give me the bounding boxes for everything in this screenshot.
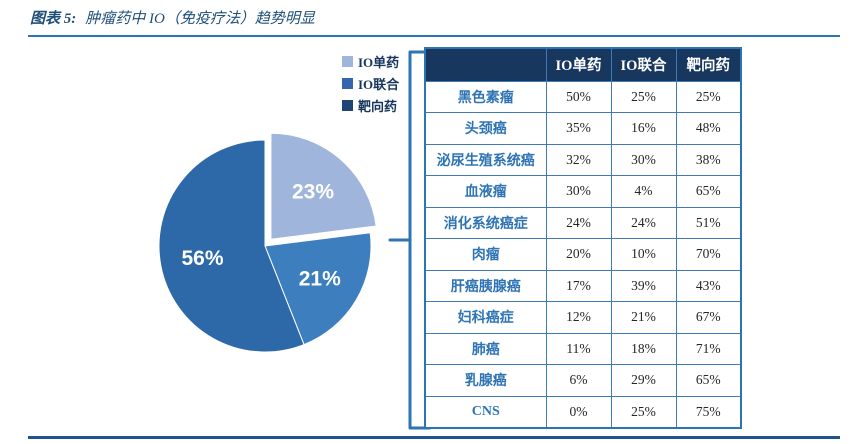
legend-item-IO联合: IO联合: [342, 74, 399, 93]
row-label: 消化系统癌症: [424, 206, 547, 239]
cell-value: 50%: [545, 80, 612, 113]
pie-legend: IO单药 IO联合靶向药: [342, 52, 399, 115]
cell-value: 18%: [610, 332, 677, 365]
cell-value: 24%: [545, 206, 612, 239]
legend-item-靶向药: 靶向药: [342, 96, 399, 115]
cell-value: 51%: [675, 206, 742, 239]
cell-value: 25%: [610, 395, 677, 428]
table-col-header: 靶向药: [675, 47, 742, 82]
table-row: 妇科癌症 12% 21% 67%: [424, 301, 742, 334]
legend-item-IO单药: IO单药: [342, 52, 399, 71]
figure-caption-label: 图表 5:: [30, 11, 77, 27]
cell-value: 16%: [610, 112, 677, 145]
table-header-row: IO单药 IO联合 靶向药: [424, 47, 742, 82]
cell-value: 48%: [675, 112, 742, 145]
cell-value: 24%: [610, 206, 677, 239]
legend-swatch-icon: [342, 78, 353, 89]
legend-label: IO单药: [358, 55, 400, 70]
legend-swatch-icon: [342, 100, 353, 111]
cell-value: 65%: [675, 364, 742, 397]
cell-value: 43%: [675, 269, 742, 302]
table-col-header: IO单药: [545, 47, 612, 82]
table-body: 黑色素瘤 50% 25% 25% 头颈癌 35% 16% 48% 泌尿生殖系统癌 32% 30% 38…: [424, 80, 742, 428]
table-row: 头颈癌 35% 16% 48%: [424, 112, 742, 145]
cell-value: 30%: [545, 175, 612, 208]
cell-value: 25%: [675, 80, 742, 113]
cell-value: 30%: [610, 143, 677, 176]
row-label: 血液瘤: [424, 175, 547, 208]
cell-value: 4%: [610, 175, 677, 208]
cell-value: 0%: [545, 395, 612, 428]
legend-swatch-icon: [342, 56, 353, 67]
table-row: CNS 0% 25% 75%: [424, 395, 742, 428]
row-label: 头颈癌: [424, 112, 547, 145]
pie-chart: 23% 21% 56%: [158, 132, 377, 353]
pie-data-label-IO单药: 23%: [292, 181, 334, 204]
row-label: 肺癌: [424, 332, 547, 365]
pie-slice-IO联合: [264, 232, 372, 346]
bracket-connector: [388, 50, 432, 430]
cell-value: 25%: [610, 80, 677, 113]
cell-value: 10%: [610, 238, 677, 271]
cell-value: 71%: [675, 332, 742, 365]
table-row: 肝癌胰腺癌 17% 39% 43%: [424, 269, 742, 302]
row-label: 肝癌胰腺癌: [424, 269, 547, 302]
cell-value: 32%: [545, 143, 612, 176]
bottom-rule: [28, 436, 840, 439]
cell-value: 75%: [675, 395, 742, 428]
row-label: 黑色素瘤: [424, 80, 547, 113]
cell-value: 65%: [675, 175, 742, 208]
cell-value: 67%: [675, 301, 742, 334]
table-row: 泌尿生殖系统癌 32% 30% 38%: [424, 143, 742, 176]
cell-value: 11%: [545, 332, 612, 365]
cell-value: 20%: [545, 238, 612, 271]
cell-value: 29%: [610, 364, 677, 397]
cell-value: 35%: [545, 112, 612, 145]
legend-label: IO联合: [358, 77, 400, 92]
cell-value: 17%: [545, 269, 612, 302]
cell-value: 39%: [610, 269, 677, 302]
row-label: 泌尿生殖系统癌: [424, 143, 547, 176]
table-row: 黑色素瘤 50% 25% 25%: [424, 80, 742, 113]
cell-value: 21%: [610, 301, 677, 334]
cell-value: 70%: [675, 238, 742, 271]
row-label: 妇科癌症: [424, 301, 547, 334]
table-row: 消化系统癌症 24% 24% 51%: [424, 206, 742, 239]
row-label: 乳腺癌: [424, 364, 547, 397]
pie-data-label-靶向药: 56%: [182, 247, 224, 270]
cell-value: 38%: [675, 143, 742, 176]
table-row: 血液瘤 30% 4% 65%: [424, 175, 742, 208]
row-label: CNS: [424, 395, 547, 428]
top-rule: [28, 35, 840, 37]
figure-caption-title: 肿瘤药中 IO（免疫疗法）趋势明显: [85, 11, 315, 27]
table-row: 乳腺癌 6% 29% 65%: [424, 364, 742, 397]
figure-caption: 图表 5: 肿瘤药中 IO（免疫疗法）趋势明显: [30, 7, 315, 28]
data-table: IO单药 IO联合 靶向药 黑色素瘤 50% 25% 25% 头颈癌 35% 16% 48% 泌尿生…: [424, 47, 742, 429]
table-row: 肺癌 11% 18% 71%: [424, 332, 742, 365]
row-label: 肉瘤: [424, 238, 547, 271]
pie-slice-IO单药: [270, 132, 377, 240]
table-col-header: IO联合: [610, 47, 677, 82]
cell-value: 12%: [545, 301, 612, 334]
table-row: 肉瘤 20% 10% 70%: [424, 238, 742, 271]
cell-value: 6%: [545, 364, 612, 397]
table-header: IO单药 IO联合 靶向药: [424, 47, 742, 82]
pie-slice-靶向药: [158, 139, 305, 353]
pie-data-label-IO联合: 21%: [299, 267, 341, 290]
legend-label: 靶向药: [358, 99, 398, 114]
table-corner-cell: [424, 47, 547, 82]
